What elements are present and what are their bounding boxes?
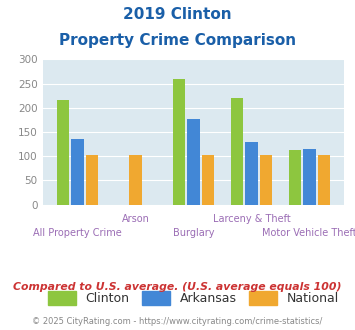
Text: Motor Vehicle Theft: Motor Vehicle Theft (262, 228, 355, 238)
Text: Arson: Arson (121, 214, 149, 224)
Bar (260, 155, 272, 205)
Text: © 2025 CityRating.com - https://www.cityrating.com/crime-statistics/: © 2025 CityRating.com - https://www.city… (32, 317, 323, 326)
Text: Burglary: Burglary (173, 228, 214, 238)
Bar (231, 98, 244, 205)
Bar (71, 139, 84, 205)
Bar (289, 150, 301, 205)
Text: Larceny & Theft: Larceny & Theft (213, 214, 290, 224)
Bar (173, 79, 185, 205)
Bar (318, 155, 331, 205)
Bar (245, 142, 258, 205)
Legend: Clinton, Arkansas, National: Clinton, Arkansas, National (43, 286, 344, 310)
Bar (187, 119, 200, 205)
Bar (56, 100, 69, 205)
Text: All Property Crime: All Property Crime (33, 228, 122, 238)
Text: 2019 Clinton: 2019 Clinton (123, 7, 232, 21)
Text: Property Crime Comparison: Property Crime Comparison (59, 33, 296, 48)
Text: Compared to U.S. average. (U.S. average equals 100): Compared to U.S. average. (U.S. average … (13, 282, 342, 292)
Bar (303, 149, 316, 205)
Bar (86, 155, 98, 205)
Bar (202, 155, 214, 205)
Bar (129, 155, 142, 205)
